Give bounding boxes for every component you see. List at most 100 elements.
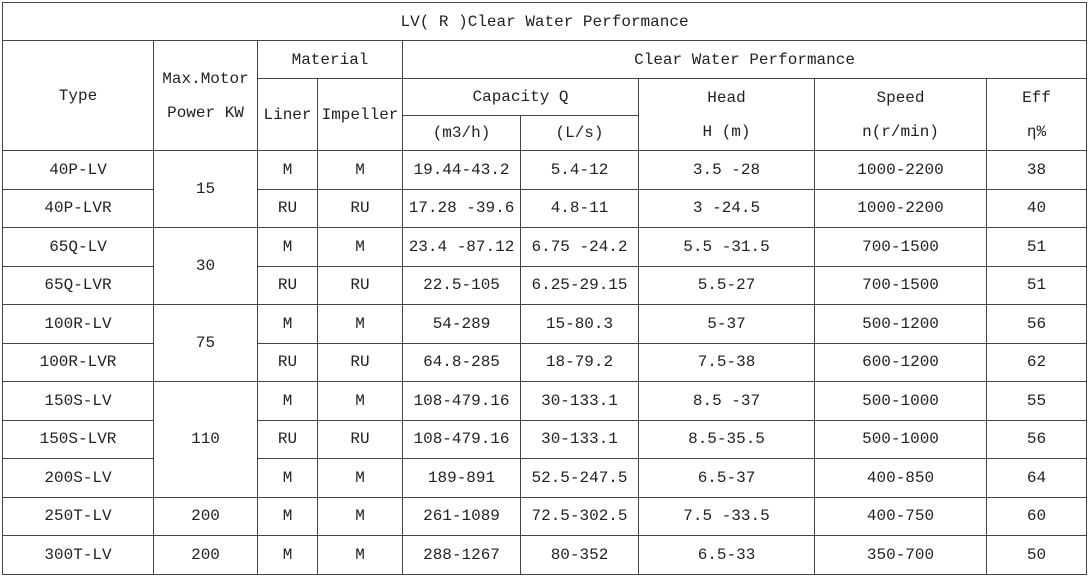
cell-liner: M <box>257 535 318 575</box>
cell-impeller: M <box>317 150 403 190</box>
cell-type: 200S-LV <box>2 458 154 498</box>
cell-q-m3h: 23.4 -87.12 <box>402 227 521 267</box>
table-row: 150S-LVR RU RU 108-479.16 30-133.1 8.5-35.5 50… <box>2 419 1088 459</box>
cell-type: 150S-LVR <box>2 419 154 459</box>
cell-type: 65Q-LVR <box>2 265 154 305</box>
cell-eff: 56 <box>985 419 1088 459</box>
header-type: Type <box>2 40 154 151</box>
cell-impeller: RU <box>317 419 403 459</box>
cell-impeller: M <box>317 304 403 344</box>
cell-q-m3h: 17.28 -39.6 <box>402 188 521 228</box>
cell-power: 200 <box>153 496 258 536</box>
cell-q-ls: 6.25-29.15 <box>520 265 639 305</box>
header-performance: Clear Water Performance <box>401 40 1088 79</box>
cell-speed: 500-1000 <box>814 419 987 459</box>
cell-liner: M <box>257 304 318 344</box>
cell-head: 8.5 -37 <box>638 381 815 421</box>
cell-liner: M <box>257 227 318 267</box>
cell-power: 200 <box>153 535 258 575</box>
table-row: 65Q-LVR RU RU 22.5-105 6.25-29.15 5.5-27 700-1… <box>2 265 1088 305</box>
cell-head: 3.5 -28 <box>638 150 815 190</box>
cell-q-m3h: 108-479.16 <box>402 419 521 459</box>
table-row: 150S-LV 110 M M 108-479.16 30-133.1 8.5 -37 500… <box>2 381 1088 498</box>
header-impeller: Impeller <box>317 78 403 151</box>
cell-head: 3 -24.5 <box>638 188 815 228</box>
cell-liner: RU <box>257 342 318 382</box>
cell-power: 110 <box>153 381 258 498</box>
cell-impeller: M <box>317 381 403 421</box>
cell-q-ls: 30-133.1 <box>520 381 639 421</box>
cell-speed: 700-1500 <box>814 265 987 305</box>
cell-liner: M <box>257 458 318 498</box>
cell-eff: 40 <box>985 188 1088 228</box>
header-capacity-m3h: (m3/h) <box>402 115 521 151</box>
cell-power: 15 <box>153 150 258 228</box>
cell-liner: RU <box>257 188 318 228</box>
header-capacity-ls: (L/s) <box>520 115 639 151</box>
table-row: 300T-LV 200 M M 288-1267 80-352 6.5-33 350-700 5… <box>2 535 1088 575</box>
cell-type: 250T-LV <box>2 496 154 536</box>
table-row: 250T-LV 200 M M 261-1089 72.5-302.5 7.5 -33.5 4… <box>2 496 1088 536</box>
cell-speed: 700-1500 <box>814 227 987 267</box>
cell-q-m3h: 19.44-43.2 <box>402 150 521 190</box>
header-head-unit: H (m) <box>702 122 751 141</box>
cell-q-ls: 15-80.3 <box>520 304 639 344</box>
cell-impeller: RU <box>317 265 403 305</box>
header-eff: Eff η% <box>985 78 1088 151</box>
table-row: 65Q-LV 30 M M 23.4 -87.12 6.75 -24.2 5.5 -31.5… <box>2 227 1088 305</box>
cell-head: 6.5-37 <box>638 458 815 498</box>
cell-q-m3h: 288-1267 <box>402 535 521 575</box>
cell-eff: 50 <box>985 535 1088 575</box>
cell-head: 5.5-27 <box>638 265 815 305</box>
cell-q-ls: 30-133.1 <box>520 419 639 459</box>
cell-impeller: M <box>317 535 403 575</box>
cell-speed: 1000-2200 <box>814 150 987 190</box>
cell-liner: M <box>257 381 318 421</box>
cell-impeller: RU <box>317 188 403 228</box>
cell-speed: 500-1000 <box>814 381 987 421</box>
header-head: Head H (m) <box>638 78 815 151</box>
cell-q-m3h: 22.5-105 <box>402 265 521 305</box>
cell-eff: 62 <box>985 342 1088 382</box>
table-row: 100R-LV 75 M M 54-289 15-80.3 5-37 500-1200 56 <box>2 304 1088 382</box>
header-motor-line: Max.Motor <box>162 69 249 88</box>
header-eff-name: Eff <box>1022 88 1051 107</box>
header-speed-name: Speed <box>876 88 925 107</box>
cell-eff: 51 <box>985 227 1088 267</box>
cell-eff: 60 <box>985 496 1088 536</box>
cell-q-m3h: 54-289 <box>402 304 521 344</box>
header-material: Material <box>257 40 403 79</box>
cell-power: 75 <box>153 304 258 382</box>
cell-head: 7.5 -33.5 <box>638 496 815 536</box>
cell-q-m3h: 189-891 <box>402 458 521 498</box>
cell-type: 40P-LV <box>2 150 154 190</box>
header-head-name: Head <box>707 88 746 107</box>
cell-type: 40P-LVR <box>2 188 154 228</box>
cell-q-m3h: 108-479.16 <box>402 381 521 421</box>
cell-impeller: M <box>317 458 403 498</box>
cell-eff: 38 <box>985 150 1088 190</box>
cell-q-ls: 52.5-247.5 <box>520 458 639 498</box>
cell-liner: M <box>257 496 318 536</box>
cell-type: 65Q-LV <box>2 227 154 267</box>
cell-eff: 56 <box>985 304 1088 344</box>
header-eff-unit: η% <box>1026 122 1047 141</box>
cell-head: 6.5-33 <box>638 535 815 575</box>
header-motor-line: Power KW <box>167 103 244 122</box>
cell-liner: RU <box>257 419 318 459</box>
cell-eff: 51 <box>985 265 1088 305</box>
cell-liner: M <box>257 150 318 190</box>
table-row: 100R-LVR RU RU 64.8-285 18-79.2 7.5-38 600-120… <box>2 342 1088 382</box>
cell-q-ls: 4.8-11 <box>520 188 639 228</box>
cell-power: 30 <box>153 227 258 305</box>
cell-speed: 600-1200 <box>814 342 987 382</box>
cell-q-m3h: 64.8-285 <box>402 342 521 382</box>
header-speed-unit: n(r/min) <box>862 122 939 141</box>
cell-speed: 400-850 <box>814 458 987 498</box>
cell-impeller: M <box>317 496 403 536</box>
cell-impeller: RU <box>317 342 403 382</box>
header-liner: Liner <box>257 78 318 151</box>
cell-head: 7.5-38 <box>638 342 815 382</box>
cell-q-ls: 5.4-12 <box>520 150 639 190</box>
